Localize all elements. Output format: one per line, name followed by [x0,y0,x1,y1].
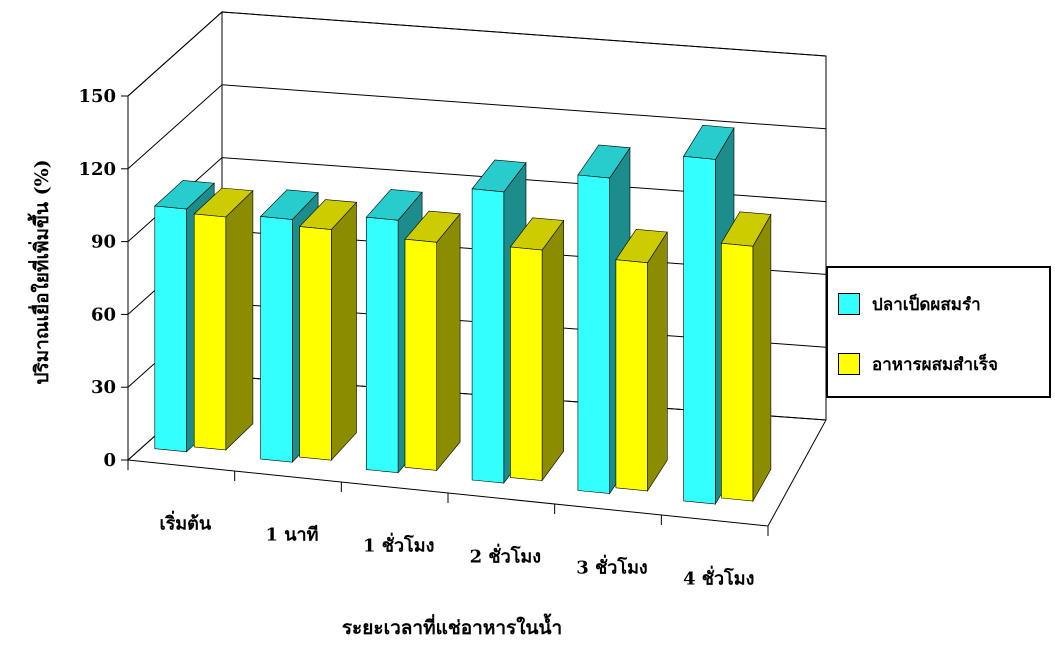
bars [154,124,772,506]
x-tick-label-3: 1 ชั่วโมง [363,533,434,557]
bar-front [720,242,754,502]
bar-side [647,231,668,492]
legend-item-series-1: ปลาเป็ดผสมรำ [838,292,981,316]
bar-front [404,238,438,471]
gridline-4 [127,84,827,170]
y-tick-label-1: 30 [91,377,116,398]
bar-front [299,226,332,461]
y-tick-label-4: 120 [78,159,116,180]
bar-2-2 [298,199,358,461]
y-tick-label-2: 60 [91,304,116,325]
bar-side [436,212,461,472]
legend-item-series-2: อาหารผสมสำเร็จ [838,352,998,376]
bar-front [510,246,543,481]
bar-2-3 [404,210,461,472]
y-tick-label-0: 0 [103,450,116,471]
bar-front [471,188,505,484]
bar-2-6 [720,211,772,503]
bar-front [615,259,648,492]
y-tick-label-5: 150 [78,86,116,107]
legend-swatch-series-1 [838,293,860,315]
x-tick-labels: เริ่มต้น 1 นาที 1 ชั่วโมง 2 ชั่วโมง 3 ชั่วโม… [159,511,754,590]
bar-side [752,213,772,503]
x-axis-title: ระยะเวลาที่แช่อาหารในน้ำ [342,613,562,639]
bar-front [193,213,227,451]
x-tick-label-2: 1 นาที [265,525,318,546]
bar-side [330,201,357,461]
gridline-5 [127,11,827,97]
bar-front [154,205,187,453]
bar-2-4 [509,217,565,482]
axes [127,460,769,536]
bar-side [225,189,254,451]
legend: ปลาเป็ดผสมรำ อาหารผสมสำเร็จ [826,266,1051,398]
bar-2-5 [615,228,668,492]
bar-front [577,174,610,494]
legend-label-series-2: อาหารผสมสำเร็จ [872,354,999,375]
legend-swatch-series-2 [838,353,860,375]
y-tick-labels: 0 30 60 90 120 150 [78,86,128,471]
bar-front [260,216,293,463]
bar-front [683,155,716,505]
x-tick-label-5: 3 ชั่วโมง [576,555,647,579]
x-tick-label-6: 4 ชั่วโมง [683,566,754,590]
x-tick-label-1: เริ่มต้น [159,511,211,535]
y-tick-label-3: 90 [91,232,116,253]
x-tick-label-4: 2 ชั่วโมง [470,544,541,568]
bar-front [365,216,399,474]
legend-label-series-1: ปลาเป็ดผสมรำ [872,294,981,315]
bar-2-1 [193,187,254,451]
y-axis-title: ปริมาณเยื่อใยที่เพิ่มขึ้น (%) [27,159,53,384]
bar-side [541,219,565,482]
